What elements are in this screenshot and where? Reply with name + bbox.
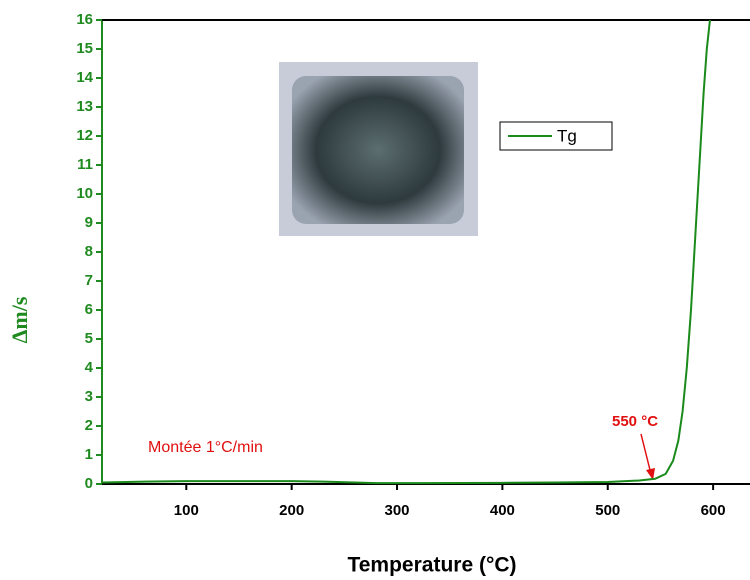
- annotation-arrow: [640, 433, 652, 475]
- y-tick-label: 14: [76, 69, 93, 86]
- y-tick-label: 15: [76, 40, 93, 57]
- y-tick-label: 3: [85, 388, 93, 405]
- y-tick-label: 16: [76, 11, 93, 28]
- x-tick-label: 400: [490, 502, 515, 519]
- y-tick-label: 6: [85, 301, 93, 318]
- y-tick-label: 1: [85, 446, 93, 463]
- y-tick-label: 5: [85, 330, 93, 347]
- y-tick-label: 13: [76, 98, 93, 115]
- y-tick-label: 4: [85, 359, 94, 376]
- y-axis-label: Δm/s: [7, 296, 32, 343]
- annotation: Montée 1°C/min: [148, 439, 263, 456]
- y-tick-label: 12: [76, 127, 93, 144]
- annotation-arrowhead: [646, 468, 655, 480]
- y-tick-label: 10: [76, 185, 93, 202]
- x-tick-label: 600: [701, 502, 726, 519]
- y-tick-label: 0: [85, 475, 93, 492]
- photo-sample: [292, 76, 464, 224]
- y-tick-label: 11: [77, 156, 93, 173]
- data-line: [101, 19, 711, 485]
- x-tick-label: 500: [595, 502, 620, 519]
- annotation: 550 °C: [612, 413, 658, 430]
- x-tick-label: 200: [279, 502, 304, 519]
- y-tick-label: 8: [85, 243, 93, 260]
- y-tick-label: 9: [85, 214, 93, 231]
- x-tick-label: 300: [385, 502, 410, 519]
- y-tick-label: 7: [85, 272, 93, 289]
- y-tick-label: 2: [85, 417, 93, 434]
- x-tick-label: 100: [174, 502, 199, 519]
- legend-label: Tg: [557, 126, 577, 145]
- x-axis-label: Temperature (°C): [347, 554, 516, 577]
